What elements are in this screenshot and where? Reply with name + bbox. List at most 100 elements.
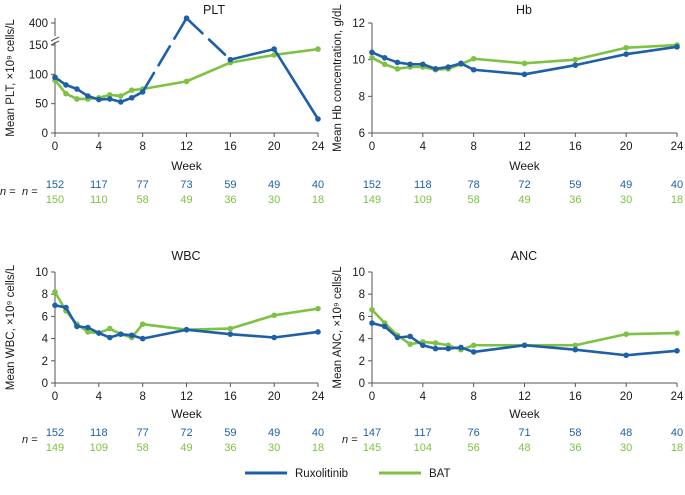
- data-point-ruxolitinib: [420, 61, 426, 68]
- y-tick-label: 12: [352, 18, 365, 30]
- series-segment-ruxolitinib: [272, 47, 320, 121]
- n-count-bat: 18: [312, 442, 324, 454]
- x-axis-label: Week: [509, 407, 540, 421]
- series-line-ruxolitinib: [371, 321, 678, 357]
- y-tick-label: 6: [359, 128, 365, 140]
- y-tick-label: 10: [352, 55, 365, 67]
- data-point-bat: [623, 331, 629, 337]
- n-count-bat: 58: [137, 442, 149, 454]
- x-tick-label: 12: [518, 141, 531, 153]
- legend: Ruxolitinib BAT: [245, 468, 451, 480]
- data-point-ruxolitinib: [674, 348, 680, 354]
- n-count-ruxolitinib: 117: [414, 427, 432, 439]
- data-point-ruxolitinib: [394, 59, 401, 66]
- x-tick-label: 8: [139, 391, 145, 403]
- x-tick-label: 12: [180, 141, 193, 153]
- data-point-bat: [470, 55, 477, 62]
- n-count-ruxolitinib: 49: [620, 179, 632, 191]
- n-label: n =: [342, 434, 358, 446]
- n-count-ruxolitinib: 40: [312, 179, 324, 191]
- data-point-bat: [315, 46, 321, 52]
- n-count-ruxolitinib: 49: [268, 179, 280, 191]
- x-tick-label: 0: [369, 141, 375, 153]
- n-label: n =: [0, 186, 16, 198]
- data-point-ruxolitinib: [117, 331, 124, 337]
- data-point-ruxolitinib: [227, 56, 234, 63]
- n-count-ruxolitinib: 58: [569, 427, 581, 439]
- data-point-ruxolitinib: [521, 71, 528, 78]
- data-point-bat: [381, 61, 388, 68]
- y-tick-label: 6: [42, 311, 48, 323]
- x-tick-label: 0: [369, 391, 375, 403]
- n-count-ruxolitinib: 72: [518, 179, 530, 191]
- data-point-ruxolitinib: [674, 44, 680, 50]
- y-tick-label: 10: [35, 267, 48, 279]
- n-count-ruxolitinib: 152: [363, 179, 381, 191]
- n-count-ruxolitinib: 118: [90, 427, 108, 439]
- data-point-ruxolitinib: [470, 349, 477, 355]
- n-count-bat: 49: [518, 194, 530, 206]
- data-point-ruxolitinib: [85, 93, 91, 99]
- n-count-bat: 48: [518, 442, 530, 454]
- data-point-ruxolitinib: [183, 326, 190, 333]
- data-point-ruxolitinib: [315, 329, 321, 335]
- n-count-bat: 49: [180, 194, 192, 206]
- data-point-bat: [139, 321, 146, 327]
- axis-break-mark: [50, 40, 60, 46]
- data-point-ruxolitinib: [445, 345, 452, 352]
- data-point-ruxolitinib: [63, 304, 69, 311]
- data-point-ruxolitinib: [407, 61, 413, 68]
- x-axis-label: Week: [509, 159, 540, 173]
- n-count-ruxolitinib: 40: [671, 179, 683, 191]
- y-tick-label: 10: [352, 267, 365, 279]
- x-tick-label: 8: [470, 141, 476, 153]
- data-point-ruxolitinib: [458, 60, 464, 67]
- y-tick-label: 8: [42, 289, 48, 301]
- data-point-ruxolitinib: [106, 334, 113, 341]
- data-point-bat: [369, 306, 375, 313]
- data-point-ruxolitinib: [63, 82, 69, 88]
- x-tick-label: 16: [224, 391, 237, 403]
- series-segment-ruxolitinib: [141, 16, 188, 94]
- n-count-bat: 18: [671, 442, 683, 454]
- data-point-ruxolitinib: [183, 15, 190, 21]
- x-axis-label: Week: [171, 407, 202, 421]
- data-point-ruxolitinib: [315, 116, 321, 122]
- n-count-bat: 109: [90, 442, 108, 454]
- y-tick-label: 0: [42, 128, 48, 140]
- data-point-ruxolitinib: [381, 55, 388, 61]
- x-tick-label: 20: [620, 141, 633, 153]
- n-count-bat: 56: [468, 442, 480, 454]
- x-tick-label: 24: [671, 141, 684, 153]
- data-point-bat: [106, 92, 113, 98]
- legend-label-bat: BAT: [429, 468, 451, 480]
- data-point-bat: [128, 87, 135, 93]
- n-count-ruxolitinib: 59: [224, 427, 236, 439]
- chart-title: Hb: [516, 3, 532, 17]
- n-count-bat: 150: [46, 194, 64, 206]
- n-count-ruxolitinib: 77: [137, 179, 149, 191]
- n-label: n =: [22, 186, 38, 198]
- x-tick-label: 24: [312, 141, 325, 153]
- x-tick-label: 8: [470, 391, 476, 403]
- x-tick-label: 20: [268, 141, 281, 153]
- data-point-bat: [572, 342, 579, 349]
- n-count-ruxolitinib: 78: [468, 179, 480, 191]
- data-point-ruxolitinib: [458, 344, 464, 351]
- n-count-ruxolitinib: 72: [180, 427, 192, 439]
- data-point-ruxolitinib: [52, 74, 58, 81]
- x-tick-label: 12: [180, 391, 193, 403]
- data-point-ruxolitinib: [623, 352, 629, 359]
- x-tick-label: 12: [518, 391, 531, 403]
- n-count-bat: 30: [268, 194, 280, 206]
- data-point-ruxolitinib: [117, 99, 124, 105]
- n-count-bat: 36: [569, 194, 581, 206]
- y-axis-label: Mean ANC, ×10⁹ cells/L: [332, 266, 344, 389]
- data-point-ruxolitinib: [139, 335, 146, 342]
- data-point-bat: [470, 342, 477, 349]
- data-point-ruxolitinib: [74, 86, 80, 92]
- data-point-ruxolitinib: [106, 96, 113, 102]
